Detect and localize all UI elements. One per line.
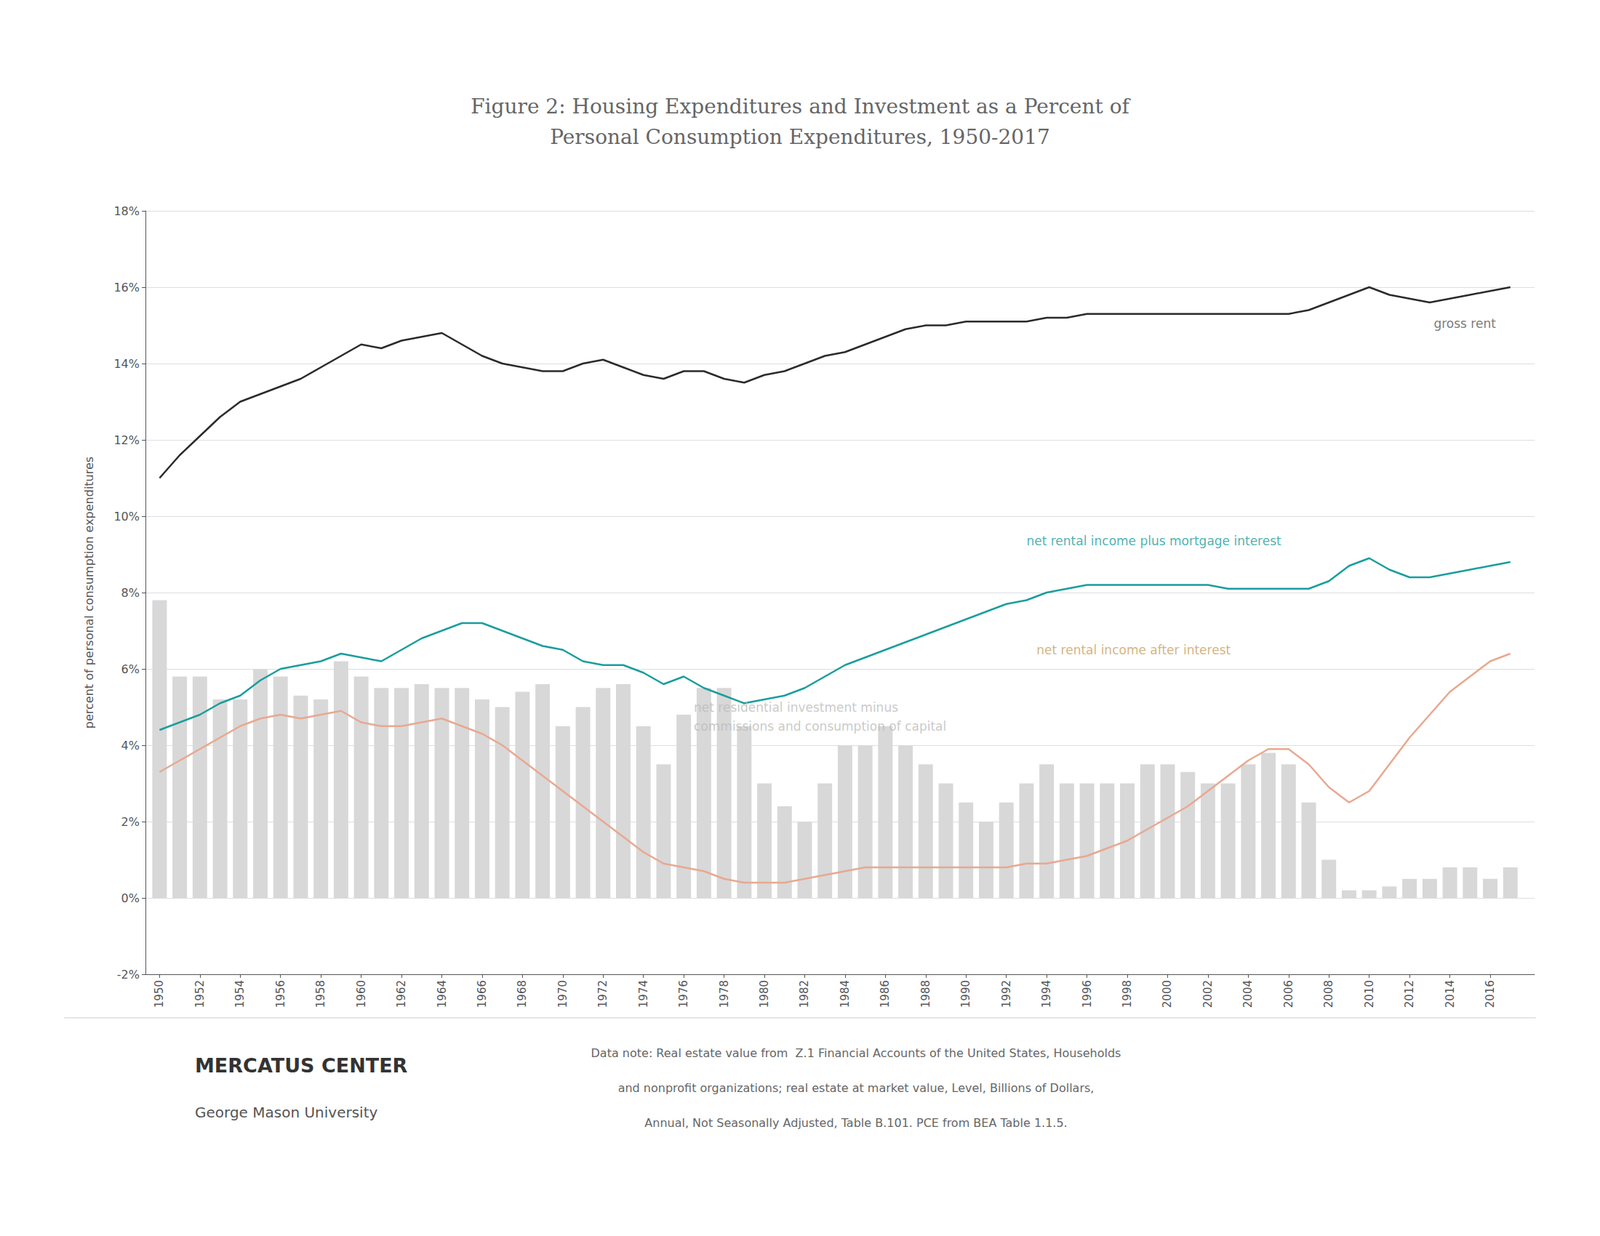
svg-text:commissions and consumption of: commissions and consumption of capital [693, 719, 947, 734]
svg-text:1978: 1978 [717, 980, 731, 1008]
svg-text:1966: 1966 [475, 980, 489, 1008]
svg-text:1984: 1984 [838, 980, 852, 1008]
svg-text:1992: 1992 [1000, 980, 1014, 1008]
svg-text:1972: 1972 [596, 980, 610, 1008]
svg-text:Annual, Not Seasonally Adjuste: Annual, Not Seasonally Adjusted, Table B… [644, 1116, 1067, 1131]
svg-text:George Mason University: George Mason University [194, 1104, 379, 1122]
svg-text:14%: 14% [113, 357, 140, 371]
svg-text:2008: 2008 [1322, 980, 1336, 1008]
svg-text:1958: 1958 [314, 980, 328, 1008]
svg-text:and nonprofit organizations; r: and nonprofit organizations; real estate… [618, 1081, 1095, 1096]
svg-text:2016: 2016 [1483, 980, 1497, 1008]
svg-text:gross rent: gross rent [1433, 316, 1496, 331]
svg-text:16%: 16% [113, 280, 140, 295]
svg-text:6%: 6% [121, 662, 140, 677]
svg-text:MERCATUS CENTER: MERCATUS CENTER [194, 1054, 408, 1078]
svg-text:1998: 1998 [1120, 980, 1134, 1008]
svg-text:8%: 8% [121, 586, 140, 600]
svg-text:1968: 1968 [515, 980, 529, 1008]
svg-text:1950: 1950 [152, 980, 166, 1008]
svg-text:1980: 1980 [757, 980, 771, 1008]
svg-text:0%: 0% [121, 891, 140, 906]
svg-text:percent of personal consumptio: percent of personal consumption expendit… [82, 456, 96, 729]
svg-text:1954: 1954 [233, 980, 247, 1008]
svg-text:18%: 18% [113, 204, 140, 219]
svg-text:2006: 2006 [1282, 980, 1296, 1008]
svg-text:12%: 12% [113, 433, 140, 448]
svg-text:1994: 1994 [1040, 980, 1054, 1008]
svg-text:2000: 2000 [1160, 980, 1174, 1008]
svg-text:net residential investment min: net residential investment minus [693, 700, 899, 715]
svg-text:Personal Consumption Expenditu: Personal Consumption Expenditures, 1950-… [549, 125, 1051, 150]
svg-text:1996: 1996 [1080, 980, 1094, 1008]
svg-text:1970: 1970 [556, 980, 570, 1008]
svg-text:1956: 1956 [274, 980, 288, 1008]
svg-text:1960: 1960 [354, 980, 368, 1008]
svg-text:net rental income after intere: net rental income after interest [1036, 642, 1231, 658]
svg-text:Data note: Real estate value f: Data note: Real estate value from Z.1 Fi… [591, 1046, 1122, 1061]
svg-text:1990: 1990 [959, 980, 973, 1008]
svg-text:1982: 1982 [797, 980, 811, 1008]
svg-text:1974: 1974 [637, 980, 651, 1008]
svg-text:1976: 1976 [677, 980, 691, 1008]
svg-text:1952: 1952 [193, 980, 207, 1008]
svg-text:1986: 1986 [878, 980, 892, 1008]
svg-text:net rental income plus mortgag: net rental income plus mortgage interest [1026, 533, 1282, 549]
svg-text:10%: 10% [113, 509, 140, 524]
svg-text:4%: 4% [121, 738, 140, 753]
svg-text:2014: 2014 [1443, 980, 1457, 1008]
svg-text:2012: 2012 [1402, 980, 1416, 1008]
svg-text:2%: 2% [121, 815, 140, 830]
svg-text:-2%: -2% [117, 968, 140, 982]
svg-text:2010: 2010 [1362, 980, 1376, 1008]
svg-text:Figure 2: Housing Expenditures: Figure 2: Housing Expenditures and Inves… [470, 94, 1131, 119]
svg-text:1962: 1962 [394, 980, 408, 1008]
svg-text:2002: 2002 [1201, 980, 1215, 1008]
svg-text:1988: 1988 [919, 980, 933, 1008]
svg-text:1964: 1964 [435, 980, 449, 1008]
svg-text:2004: 2004 [1241, 980, 1255, 1008]
